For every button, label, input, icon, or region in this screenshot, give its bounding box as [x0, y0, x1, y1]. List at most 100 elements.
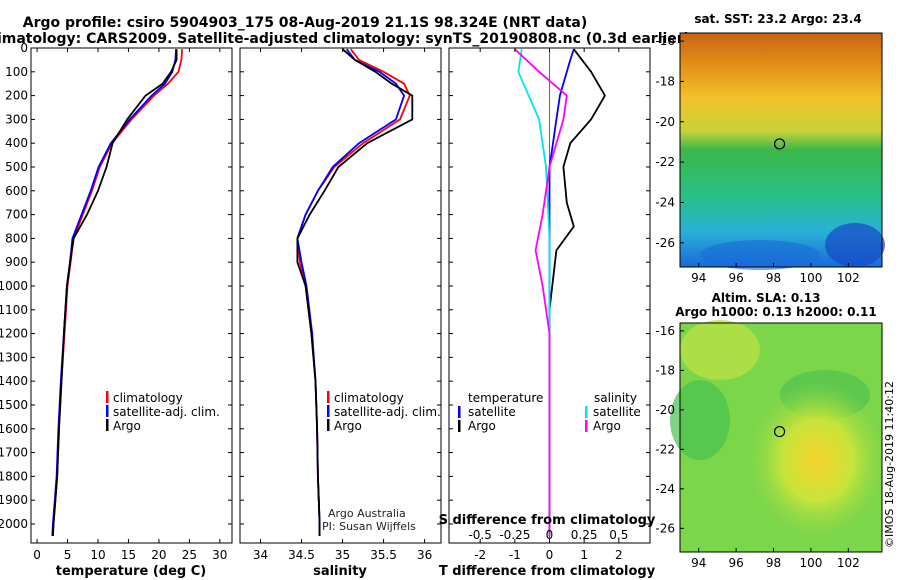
series-line-argo — [52, 49, 178, 536]
map-lon-label: 100 — [799, 556, 822, 570]
map-lat-label: -16 — [655, 34, 675, 48]
map-lat-label: -24 — [655, 482, 675, 496]
temperature-axis-label: temperature (deg C) — [56, 564, 206, 579]
sst-map-title: sat. SST: 23.2 Argo: 23.4 — [694, 12, 861, 26]
legend-climatology: climatology — [113, 391, 183, 405]
legend-t-satellite: satellite — [468, 405, 516, 419]
map-lon-label: 98 — [766, 556, 781, 570]
difference-legend: temperature satellite Argo salinity sate… — [458, 391, 641, 433]
salinity-legend: climatology satellite-adj. clim. Argo Ar… — [322, 391, 441, 533]
legend-climatology: climatology — [334, 391, 404, 405]
legend-swatch-satellite — [106, 405, 109, 417]
depth-tick-label: 1100 — [0, 303, 28, 317]
x-tick-label: 0 — [33, 548, 41, 562]
x-tick-label: 34.5 — [288, 548, 315, 562]
map-lat-label: -20 — [655, 115, 675, 129]
legend-s-argo: Argo — [593, 419, 621, 433]
x-tick-label: 30 — [212, 548, 227, 562]
x-tick-label: 35 — [335, 548, 350, 562]
depth-tick-label: 1000 — [0, 279, 28, 293]
map-lon-label: 102 — [837, 271, 860, 285]
map-lat-label: -22 — [655, 442, 675, 456]
legend-swatch-s-argo — [585, 420, 588, 432]
map-lat-label: -26 — [655, 521, 675, 535]
legend-temperature-title: temperature — [468, 391, 543, 405]
x-tick-label: 2 — [615, 548, 623, 562]
map-lat-label: -22 — [655, 155, 675, 169]
legend-swatch-argo — [327, 419, 330, 431]
depth-tick-label: 900 — [5, 255, 28, 269]
x-axis-ticks: 0 5 10 15 20 25 30 34 34.5 35 35.5 36 -2 -1 0 1 2 -0.5 -0.… — [31, 47, 650, 562]
salinity-axis-label: salinity — [313, 564, 367, 579]
legend-swatch-s-satellite — [585, 406, 588, 418]
series-line-salinity-satellite — [517, 49, 551, 536]
map-lon-label: 100 — [799, 271, 822, 285]
map-lat-label: -18 — [655, 74, 675, 88]
legend-swatch-t-argo — [458, 420, 461, 432]
sla-high-spot — [680, 323, 882, 552]
t-difference-axis-label: T difference from climatology — [439, 564, 656, 579]
series-line-satellite-adj-clim- — [51, 49, 177, 536]
depth-tick-label: 1300 — [0, 350, 28, 364]
sst-map-axes: 94 96 98 100 102 -16 -18 -20 -22 -24 -26 — [655, 34, 859, 285]
x-tick-label: 0 — [546, 548, 554, 562]
temperature-legend: climatology satellite-adj. clim. Argo — [106, 391, 220, 433]
x-tick-label: -2 — [474, 548, 486, 562]
x-tick-label: -1 — [509, 548, 521, 562]
depth-tick-label: 1700 — [0, 446, 28, 460]
map-lon-label: 96 — [728, 271, 743, 285]
legend-swatch-t-satellite — [458, 406, 461, 418]
x-tick-label: 5 — [64, 548, 72, 562]
depth-axis: 0 100 200 300 400 500 600 700 800 900 1000 1100 1200… — [0, 41, 28, 531]
argo-position-marker — [773, 138, 786, 150]
legend-argo: Argo — [334, 419, 362, 433]
series-line-argo — [296, 48, 414, 536]
argo-position-marker — [773, 425, 786, 438]
depth-tick-label: 500 — [5, 160, 28, 174]
x-tick-label: 35.5 — [370, 548, 397, 562]
depth-tick-label: 1900 — [0, 493, 28, 507]
s-diff-tick-label: 0.25 — [571, 528, 598, 542]
x-tick-label: 20 — [151, 548, 166, 562]
map-lon-label: 102 — [837, 556, 860, 570]
map-lon-label: 98 — [766, 271, 781, 285]
map-lat-label: -18 — [655, 363, 675, 377]
x-tick-label: 34 — [253, 548, 268, 562]
series-line-climatology — [52, 49, 183, 536]
temperature-series — [51, 49, 183, 536]
depth-tick-label: 1600 — [0, 422, 28, 436]
legend-satellite: satellite-adj. clim. — [113, 405, 220, 419]
depth-tick-label: 1400 — [0, 374, 28, 388]
difference-series — [514, 48, 606, 543]
depth-tick-label: 800 — [5, 231, 28, 245]
map-lon-label: 96 — [728, 556, 743, 570]
depth-tick-label: 1800 — [0, 469, 28, 483]
depth-tick-label: 0 — [20, 41, 28, 55]
depth-tick-label: 200 — [5, 89, 28, 103]
legend-argo: Argo — [113, 419, 141, 433]
sla-map — [670, 320, 883, 553]
argo-australia-note: Argo Australia — [328, 507, 406, 520]
s-difference-axis-label: S difference from climatology — [439, 513, 656, 528]
sla-map-title: Altim. SLA: 0.13 — [712, 291, 821, 305]
legend-s-satellite: satellite — [593, 405, 641, 419]
salinity-series — [296, 48, 414, 536]
depth-tick-label: 1200 — [0, 327, 28, 341]
legend-satellite: satellite-adj. clim. — [334, 405, 441, 419]
sla-map-frame — [679, 322, 883, 553]
chart-title-line2: Climatology: CARS2009. Satellite-adjuste… — [0, 31, 690, 47]
map-lon-label: 94 — [691, 556, 706, 570]
s-diff-tick-label: 0 — [546, 528, 554, 542]
legend-swatch-climatology — [106, 391, 109, 403]
map-lat-label: -16 — [655, 324, 675, 338]
depth-tick-label: 2000 — [0, 517, 28, 531]
sst-map-frame — [679, 32, 883, 268]
legend-swatch-argo — [106, 419, 109, 431]
map-lat-label: -20 — [655, 403, 675, 417]
chart-title-line1: Argo profile: csiro 5904903_175 08-Aug-2… — [23, 15, 587, 31]
x-tick-label: 36 — [417, 548, 432, 562]
sst-cold-patch — [825, 223, 885, 267]
salinity-panel-frame — [239, 47, 442, 544]
depth-tick-label: 300 — [5, 112, 28, 126]
series-line-temperature-argo — [548, 48, 606, 536]
